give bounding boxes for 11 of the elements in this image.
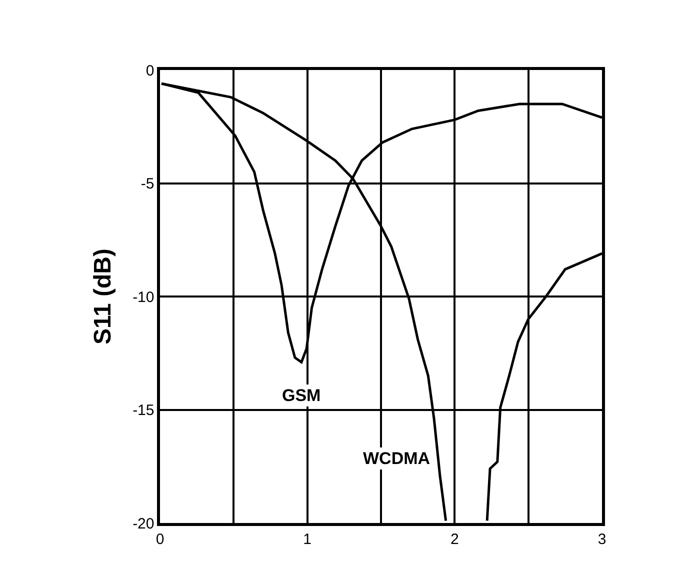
y-tick-label: -10 — [132, 288, 154, 306]
y-tick-label: -20 — [132, 515, 154, 532]
series-label: GSM — [282, 386, 321, 405]
series-label: WCDMA — [363, 449, 430, 468]
x-tick-label: 3 — [598, 530, 606, 548]
y-tick-label: 0 — [146, 62, 154, 80]
y-tick-label: -5 — [140, 176, 154, 192]
x-tick-label: 2 — [450, 530, 459, 548]
x-tick-label: 1 — [303, 530, 312, 548]
y-axis-title: S11 (dB) — [90, 248, 117, 345]
y-tick-label: -15 — [132, 402, 154, 419]
